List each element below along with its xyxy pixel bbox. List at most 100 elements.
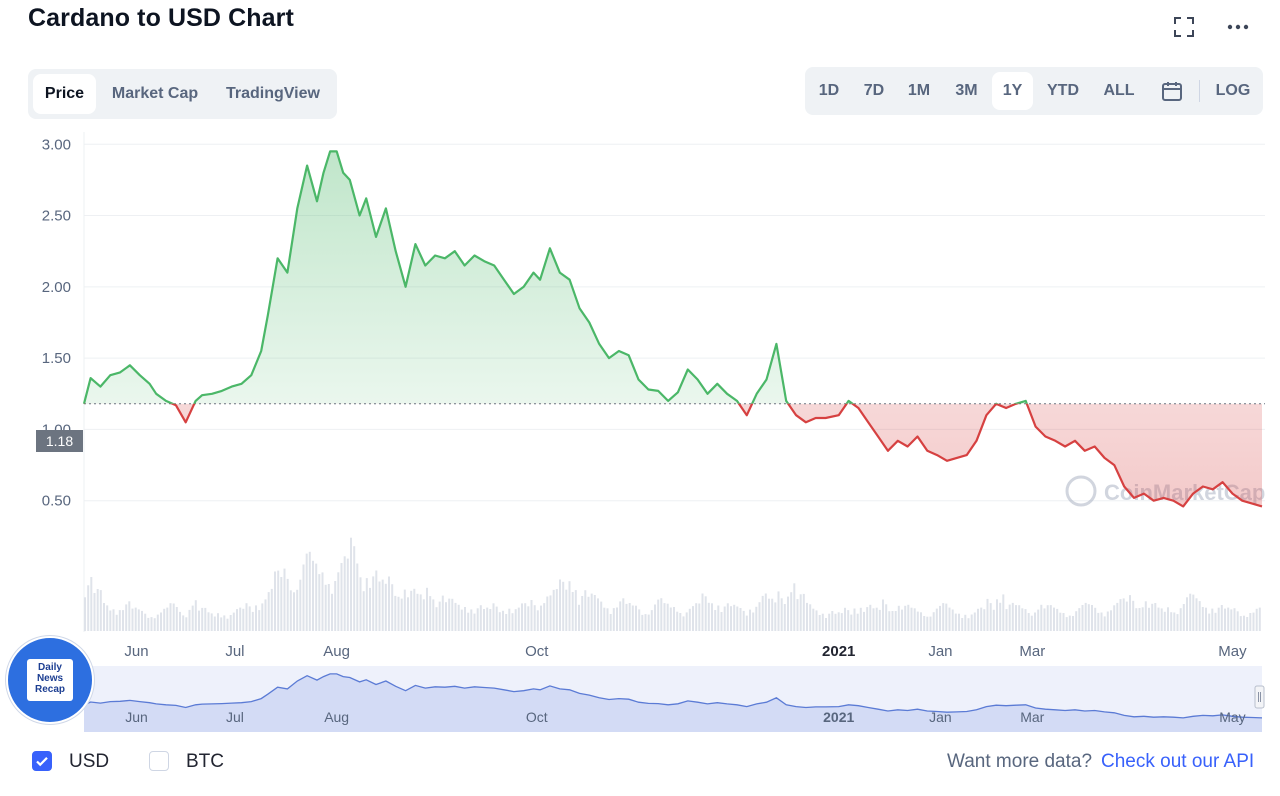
volume-bar	[416, 593, 419, 631]
volume-bar	[863, 611, 865, 631]
usd-checkbox[interactable]	[32, 751, 52, 771]
usd-label[interactable]: USD	[69, 751, 110, 772]
volume-bar	[872, 608, 875, 631]
range-7d[interactable]: 7D	[863, 82, 885, 99]
volume-bar	[210, 613, 213, 631]
volume-bar	[156, 614, 159, 631]
tab-price[interactable]: Price	[33, 74, 96, 114]
volume-bar	[926, 616, 929, 631]
volume-bar	[426, 587, 428, 631]
volume-bar	[970, 614, 973, 631]
volume-bar	[768, 598, 770, 631]
btc-checkbox[interactable]	[149, 751, 169, 771]
volume-bar	[793, 583, 796, 631]
more-icon[interactable]	[1226, 15, 1250, 39]
checkmark-icon	[36, 757, 48, 767]
btc-label[interactable]: BTC	[186, 751, 224, 772]
y-axis-labels: 0.501.001.502.002.503.00	[42, 136, 71, 509]
volume-bar	[283, 568, 286, 631]
volume-bar	[400, 598, 403, 631]
range-1m[interactable]: 1M	[907, 82, 931, 99]
volume-bar	[1018, 605, 1021, 631]
volume-bar	[394, 595, 397, 631]
volume-bar	[654, 604, 656, 631]
range-all[interactable]: ALL	[1103, 82, 1135, 99]
volume-bar	[954, 613, 957, 631]
volume-bar	[1087, 604, 1090, 631]
volume-bar	[495, 606, 498, 631]
volume-bar	[1138, 608, 1141, 631]
volume-bar	[122, 610, 124, 631]
navigator-tick-label: Mar	[1020, 709, 1044, 725]
area-above	[84, 151, 1027, 404]
volume-bar	[850, 614, 853, 631]
volume-bar	[441, 595, 444, 631]
volume-bar	[448, 598, 451, 631]
volume-bar	[992, 609, 995, 631]
range-1d[interactable]: 1D	[818, 82, 840, 99]
volume-bar	[597, 598, 599, 631]
volume-bar	[188, 609, 191, 631]
volume-bar	[961, 618, 964, 631]
volume-bar	[923, 616, 926, 631]
volume-bar	[384, 583, 387, 631]
volume-bar	[533, 605, 536, 631]
tab-tradingview[interactable]: TradingView	[226, 85, 320, 102]
volume-bar	[226, 618, 229, 631]
volume-bar	[999, 602, 1002, 631]
volume-bar	[622, 598, 625, 631]
volume-bar	[289, 590, 292, 631]
volume-bar	[673, 607, 675, 631]
volume-bar	[1037, 609, 1040, 631]
fullscreen-icon[interactable]	[1172, 15, 1196, 39]
volume-bar	[141, 610, 143, 631]
badge-line-2: News	[36, 673, 64, 684]
volume-bar	[407, 597, 409, 631]
volume-bar	[796, 599, 799, 631]
volume-bar	[96, 589, 99, 631]
x-tick-label: Mar	[1019, 643, 1045, 660]
volume-bar	[821, 613, 824, 631]
api-link[interactable]: Check out our API	[1101, 751, 1255, 772]
volume-bar	[1141, 607, 1144, 631]
volume-bar	[831, 611, 834, 631]
volume-bar	[828, 613, 831, 631]
volume-bar	[464, 607, 466, 631]
navigator-handle[interactable]	[1254, 685, 1265, 709]
volume-bar	[435, 607, 438, 631]
volume-bar	[1046, 605, 1049, 631]
volume-bar	[669, 607, 672, 631]
volume-bar	[153, 618, 156, 631]
navigator-tick-label: 2021	[823, 709, 854, 725]
volume-bar	[904, 605, 907, 631]
volume-bar	[388, 576, 390, 631]
range-ytd[interactable]: YTD	[1047, 82, 1079, 99]
volume-bar	[1097, 612, 1100, 631]
volume-bar	[492, 603, 495, 631]
tab-market-cap[interactable]: Market Cap	[111, 85, 199, 102]
volume-bar	[185, 617, 188, 631]
volume-bar	[891, 611, 894, 631]
volume-bar	[967, 618, 970, 631]
volume-bar	[498, 612, 501, 631]
page-title: Cardano to USD Chart	[28, 4, 294, 32]
volume-bar	[660, 598, 663, 631]
volume-bar	[543, 603, 546, 631]
x-tick-label: Jan	[928, 643, 952, 660]
log-toggle[interactable]: LOG	[1215, 82, 1251, 99]
volume-bar	[359, 577, 362, 631]
range-1y[interactable]: 1Y	[992, 72, 1033, 110]
calendar-icon[interactable]	[1160, 79, 1184, 103]
volume-bar	[809, 604, 812, 631]
volume-bar	[524, 603, 527, 631]
volume-bar	[609, 614, 612, 631]
range-3m[interactable]: 3M	[955, 82, 978, 99]
volume-bar	[1059, 612, 1062, 631]
coinmarketcap-logo-icon	[1065, 475, 1097, 507]
area-below	[84, 403, 1262, 507]
navigator-tick-label: Jul	[226, 709, 244, 725]
volume-bar	[733, 604, 736, 631]
volume-bar	[486, 607, 489, 631]
volume-bar	[628, 603, 631, 631]
